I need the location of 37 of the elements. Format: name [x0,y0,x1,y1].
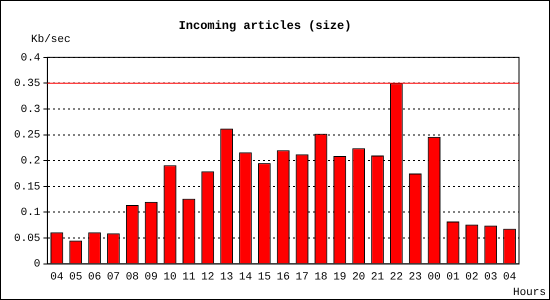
y-axis-title: Kb/sec [31,34,71,46]
y-tick-label: 0.3 [20,104,40,116]
x-tick-label: 21 [370,271,385,284]
x-tick-label: 12 [201,271,214,284]
y-tick-label: 0.05 [14,232,40,245]
x-axis-title: Hours [512,287,546,299]
x-tick-label: 17 [295,271,309,284]
y-tick-label: 0.1 [20,207,41,220]
x-tick-label: 22 [390,271,403,284]
x-tick-label: 04 [50,271,64,284]
x-tick-label: 16 [276,271,290,284]
x-tick-label: 19 [333,271,346,284]
x-tick-label: 08 [126,271,139,284]
y-tick-label: 0.2 [20,156,40,168]
y-tick-label: 0.15 [14,181,40,194]
x-tick-label: 13 [220,271,234,284]
x-tick-label: 04 [502,271,517,284]
x-tick-label: 09 [144,271,158,284]
x-tick-label: 23 [408,271,422,284]
y-tick-label: 0.35 [14,78,40,90]
x-tick-label: 01 [446,271,460,284]
x-tick-label: 14 [238,271,252,284]
x-tick-label: 05 [69,271,82,284]
x-tick-label: 11 [182,271,196,284]
y-tick-label: 0 [34,258,40,271]
x-tick-label: 03 [484,271,498,284]
x-tick-label: 15 [258,271,271,284]
x-tick-label: 06 [88,271,102,284]
x-tick-label: 00 [428,271,441,284]
x-tick-label: 10 [163,271,177,284]
y-tick-label: 0.4 [20,52,41,64]
chart-title: Incoming articles (size) [178,19,352,34]
x-tick-label: 20 [352,271,366,284]
y-tick-label: 0.25 [14,130,40,142]
x-tick-label: 18 [314,271,328,284]
x-tick-label: 02 [465,271,478,284]
x-tick-label: 07 [106,271,120,284]
